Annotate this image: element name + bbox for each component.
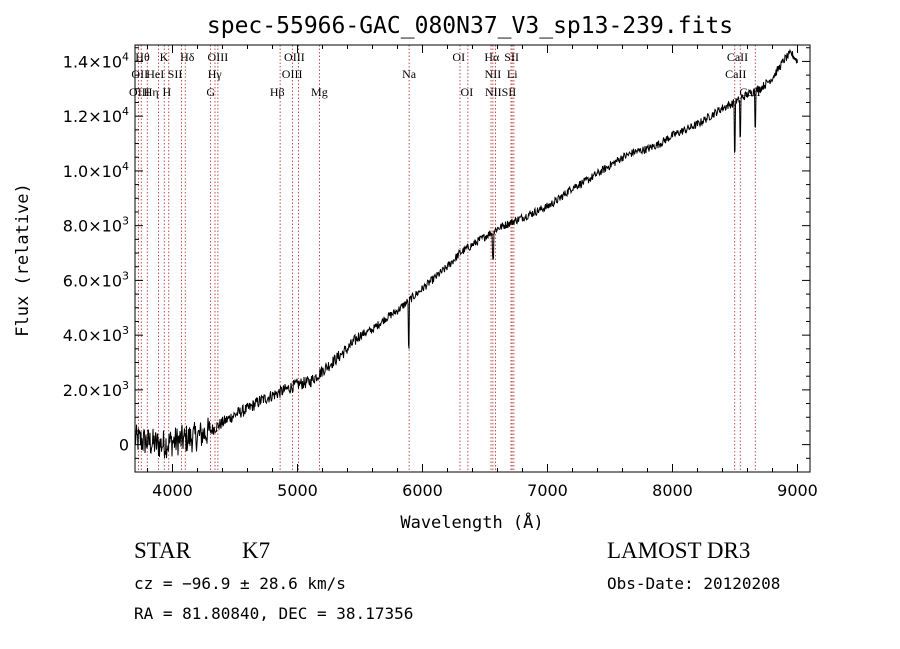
y-tick-label-0: 0 xyxy=(119,436,129,455)
marker-label-li: Li xyxy=(507,67,518,81)
marker-label-hγ: Hγ xyxy=(208,67,223,81)
marker-label-oi: OI xyxy=(452,50,465,64)
marker-label-oii: OII xyxy=(131,67,148,81)
coordinates-text: RA = 81.80840, DEC = 38.17356 xyxy=(134,604,414,623)
marker-label-caii: CaII xyxy=(727,50,748,64)
object-class: STAR xyxy=(134,538,191,563)
plot-frame xyxy=(134,44,811,473)
marker-label-hα: Hα xyxy=(484,50,500,64)
y-tick-label-6000: 6.0×103 xyxy=(63,269,129,290)
x-axis-label: Wavelength (Å) xyxy=(400,511,543,533)
marker-label-oiii: OIII xyxy=(129,85,150,99)
marker-label-oi: OI xyxy=(461,85,474,99)
marker-label-niisii: NIISII xyxy=(485,85,516,99)
marker-label-hθ: Hθ xyxy=(135,50,150,64)
x-tick-label-9000: 9000 xyxy=(777,481,818,500)
marker-label-oiii: OIII xyxy=(282,67,303,81)
x-tick-label-8000: 8000 xyxy=(652,481,693,500)
marker-label-hβ: Hβ xyxy=(270,85,285,99)
x-tick-label-4000: 4000 xyxy=(152,481,193,500)
marker-label-hη: Hη xyxy=(144,85,159,99)
y-tick-label-8000: 8.0×103 xyxy=(63,215,129,236)
marker-label-sii: SII xyxy=(504,50,519,64)
marker-label-caii: CaII xyxy=(739,85,760,99)
marker-label-hei: HeI xyxy=(146,67,164,81)
redshift-text: cz = −96.9 ± 28.6 km/s xyxy=(134,574,346,593)
y-tick-label-4000: 4.0×103 xyxy=(63,324,129,345)
y-axis: 0 2.0×103 4.0×103 6.0×103 8.0×103 1.0×104 1.2×… xyxy=(63,47,810,459)
marker-label-oiii: OIII xyxy=(208,50,229,64)
marker-label-mg: Mg xyxy=(311,85,328,99)
marker-label-g: G xyxy=(206,85,215,99)
marker-label-hδ: Hδ xyxy=(180,50,195,64)
x-axis: 4000 5000 6000 7000 8000 9000 xyxy=(147,45,818,500)
survey-name: LAMOST DR3 xyxy=(607,538,751,563)
y-tick-label-10000: 1.0×104 xyxy=(63,160,129,181)
obs-date-text: Obs-Date: 20120208 xyxy=(607,574,781,593)
object-subclass: K7 xyxy=(242,538,271,563)
marker-label-caii: CaII xyxy=(725,67,746,81)
marker-label-oiii: OIII xyxy=(284,50,305,64)
spectrum-line xyxy=(134,48,798,459)
marker-label-na: Na xyxy=(402,67,417,81)
x-tick-label-7000: 7000 xyxy=(527,481,568,500)
chart-title: spec-55966-GAC_080N37_V3_sp13-239.fits xyxy=(207,13,733,39)
marker-label-sii: SII xyxy=(168,67,183,81)
spectrum-series xyxy=(134,48,798,459)
marker-label-k: K xyxy=(160,50,169,64)
x-tick-label-5000: 5000 xyxy=(277,481,318,500)
y-tick-label-14000: 1.4×104 xyxy=(63,50,129,71)
marker-lines xyxy=(137,45,756,472)
y-tick-label-12000: 1.2×104 xyxy=(63,105,129,126)
marker-label-nii: NII xyxy=(485,67,502,81)
x-tick-label-6000: 6000 xyxy=(402,481,443,500)
marker-label-h: H xyxy=(163,85,172,99)
y-tick-label-2000: 2.0×103 xyxy=(63,379,129,400)
y-axis-label: Flux (relative) xyxy=(13,183,33,337)
